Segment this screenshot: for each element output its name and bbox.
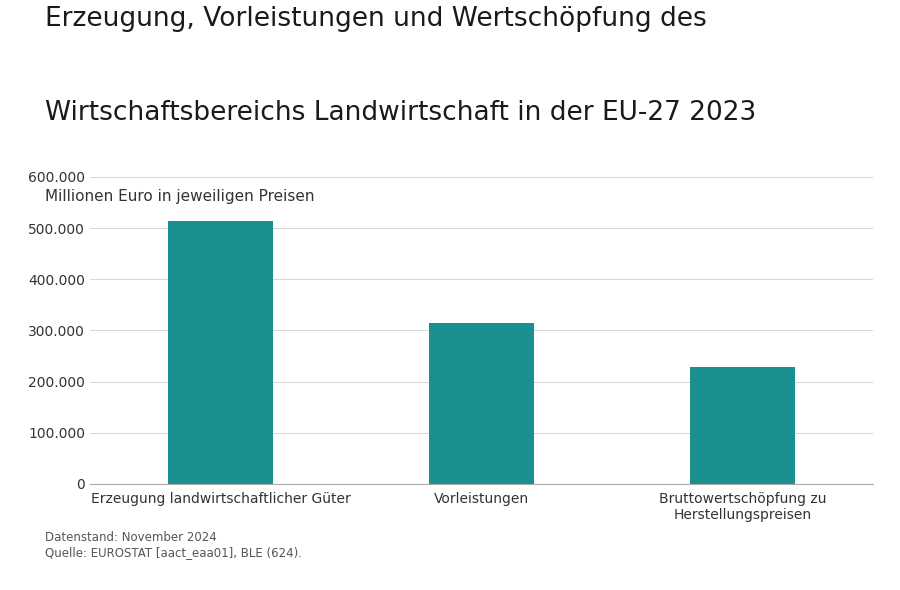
Text: Datenstand: November 2024
Quelle: EUROSTAT [aact_eaa01], BLE (624).: Datenstand: November 2024 Quelle: EUROST… <box>45 531 302 559</box>
Bar <box>429 323 534 484</box>
Text: Erzeugung, Vorleistungen und Wertschöpfung des: Erzeugung, Vorleistungen und Wertschöpfu… <box>45 6 706 32</box>
Bar <box>168 221 273 484</box>
Text: Millionen Euro in jeweiligen Preisen: Millionen Euro in jeweiligen Preisen <box>45 189 314 204</box>
Text: Wirtschaftsbereichs Landwirtschaft in der EU-27 2023: Wirtschaftsbereichs Landwirtschaft in de… <box>45 100 756 126</box>
Bar <box>690 367 795 484</box>
